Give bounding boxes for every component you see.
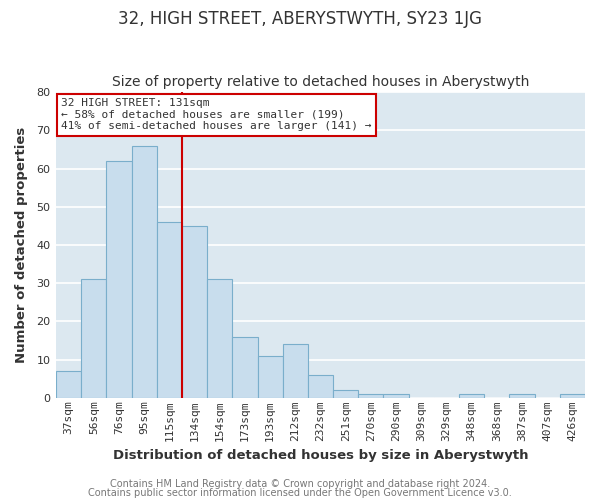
Title: Size of property relative to detached houses in Aberystwyth: Size of property relative to detached ho… [112, 76, 529, 90]
Text: Contains public sector information licensed under the Open Government Licence v3: Contains public sector information licen… [88, 488, 512, 498]
Bar [383, 394, 409, 398]
Bar [157, 222, 182, 398]
Bar [81, 280, 106, 398]
Bar [106, 161, 131, 398]
Bar [308, 375, 333, 398]
Bar [56, 371, 81, 398]
X-axis label: Distribution of detached houses by size in Aberystwyth: Distribution of detached houses by size … [113, 450, 528, 462]
Bar [257, 356, 283, 398]
Bar [509, 394, 535, 398]
Bar [131, 146, 157, 398]
Bar [560, 394, 585, 398]
Text: 32 HIGH STREET: 131sqm
← 58% of detached houses are smaller (199)
41% of semi-de: 32 HIGH STREET: 131sqm ← 58% of detached… [61, 98, 372, 132]
Bar [358, 394, 383, 398]
Text: 32, HIGH STREET, ABERYSTWYTH, SY23 1JG: 32, HIGH STREET, ABERYSTWYTH, SY23 1JG [118, 10, 482, 28]
Text: Contains HM Land Registry data © Crown copyright and database right 2024.: Contains HM Land Registry data © Crown c… [110, 479, 490, 489]
Y-axis label: Number of detached properties: Number of detached properties [15, 127, 28, 363]
Bar [333, 390, 358, 398]
Bar [207, 280, 232, 398]
Bar [459, 394, 484, 398]
Bar [283, 344, 308, 398]
Bar [232, 336, 257, 398]
Bar [182, 226, 207, 398]
